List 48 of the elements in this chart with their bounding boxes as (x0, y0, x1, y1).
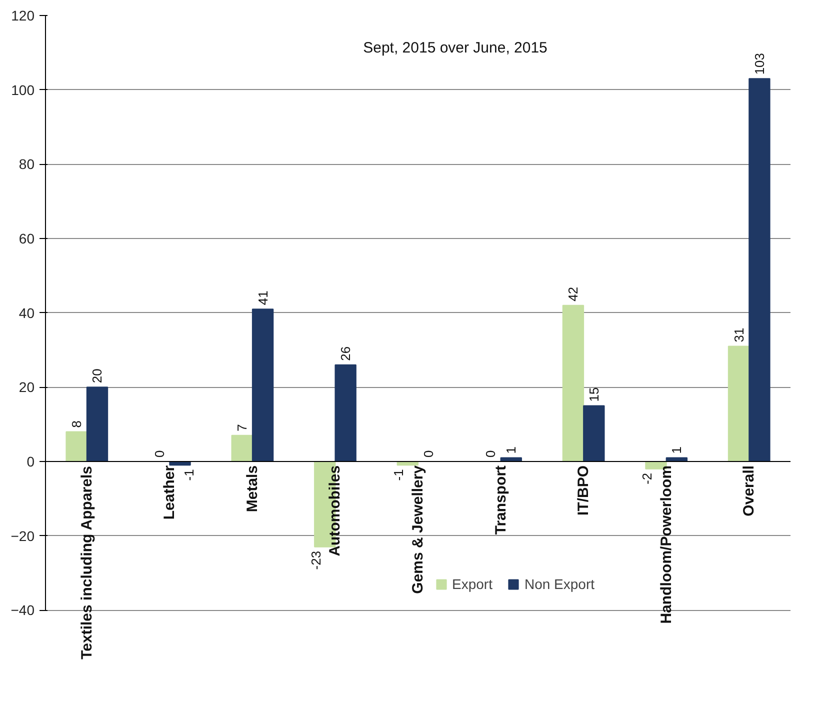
text: Sept, 2015 over June, 2015 (363, 39, 548, 56)
data-label: 20 (90, 368, 105, 384)
x-tick-label: Overall (740, 465, 758, 516)
data-label: 41 (255, 290, 270, 306)
bar (252, 308, 274, 462)
data-label: -2 (639, 472, 654, 484)
data-label: 15 (586, 387, 602, 402)
x-tick-label: Textiles including Apparels (78, 466, 96, 660)
data-label: 1 (669, 446, 684, 454)
y-tick-label: −20 (10, 528, 35, 544)
y-tick-label: 40 (18, 304, 35, 321)
data-label: -1 (391, 469, 406, 481)
data-label: 31 (731, 328, 746, 342)
data-label: 0 (420, 450, 436, 458)
data-label: 0 (482, 450, 498, 458)
data-label: -23 (308, 550, 324, 570)
x-tick-label: IT/BPO (575, 465, 592, 516)
bar (728, 346, 750, 462)
y-tick-label: 80 (18, 156, 35, 172)
data-label: 103 (752, 52, 767, 75)
bar (231, 434, 253, 462)
data-label: -1 (182, 469, 197, 481)
y-tick-label: 0 (26, 453, 35, 470)
x-tick-label: Transport (492, 465, 510, 535)
y-tick-label: 100 (11, 82, 35, 98)
x-tick-label: Gems & Jewellery (410, 464, 426, 594)
data-label: 1 (504, 446, 519, 454)
x-tick-label: Metals (244, 465, 261, 512)
y-tick-label: 20 (18, 379, 35, 396)
data-label: 42 (566, 286, 581, 302)
y-tick-label: −40 (10, 602, 35, 618)
data-label: 0 (152, 450, 167, 458)
x-tick-label: Handloom/Powerloom (658, 465, 675, 624)
x-tick-label: Automobiles (326, 465, 344, 556)
y-tick-label: 60 (18, 230, 35, 246)
data-label: 26 (338, 346, 354, 361)
x-tick-label: Leather (161, 465, 178, 520)
bar (583, 405, 605, 462)
data-label: 7 (234, 424, 250, 432)
y-tick-label: 120 (11, 8, 35, 24)
bar (748, 78, 770, 462)
data-label: 8 (69, 420, 84, 428)
legend-label: Export (452, 576, 492, 592)
bar (562, 304, 584, 462)
bar (86, 386, 108, 462)
legend-label: Non Export (524, 576, 595, 592)
bar (66, 431, 88, 462)
bar (334, 364, 356, 462)
